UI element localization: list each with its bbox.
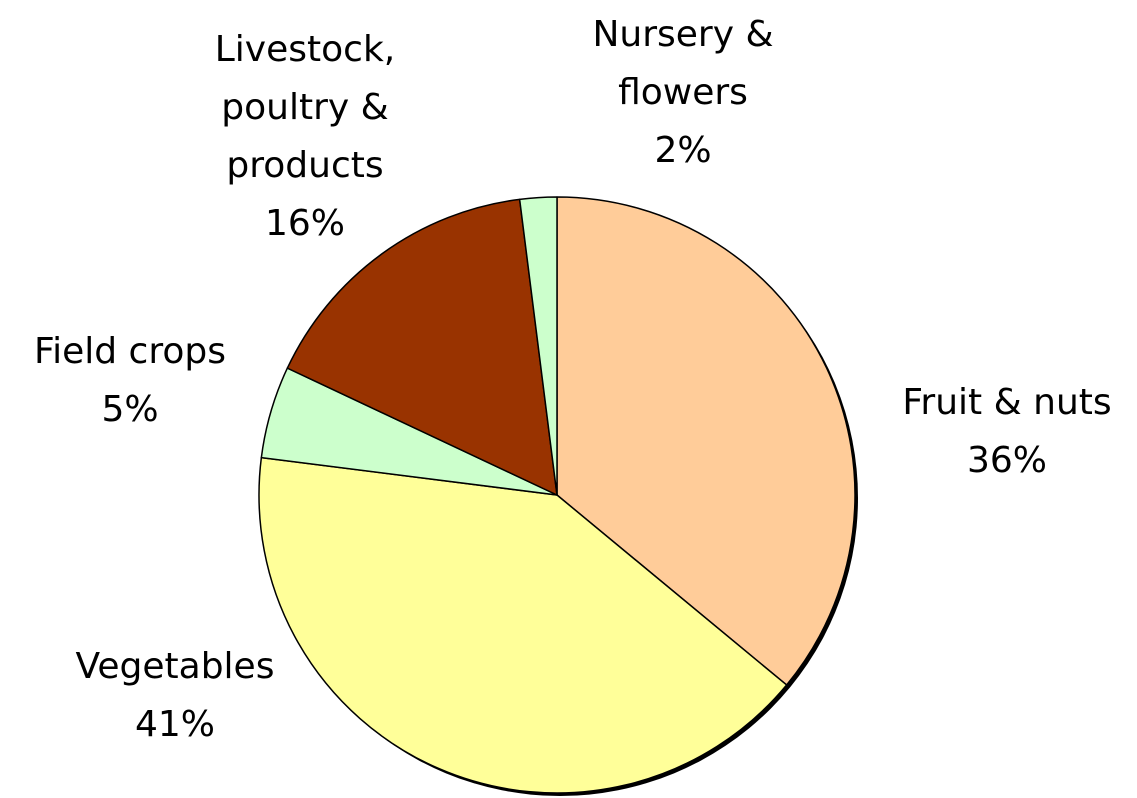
slice-label: Vegetables 41% [45, 638, 305, 754]
pie-slice [286, 198, 558, 496]
category-label: Nursery & flowers [592, 14, 774, 113]
category-label: Fruit & nuts [902, 382, 1112, 423]
pie-slice [556, 196, 856, 686]
slice-label: Nursery & flowers 2% [583, 6, 783, 180]
slice-label: Fruit & nuts 36% [882, 374, 1132, 490]
value-label: 41% [134, 704, 215, 745]
category-label: Vegetables [75, 646, 275, 687]
value-label: 16% [264, 203, 345, 244]
value-label: 5% [101, 389, 159, 430]
category-label: Field crops [34, 331, 226, 372]
value-label: 2% [654, 130, 712, 171]
category-label: Livestock, poultry & products [214, 29, 396, 186]
value-label: 36% [966, 440, 1047, 481]
pie-slice [258, 456, 788, 794]
slice-label: Field crops 5% [0, 323, 260, 439]
pie-slice [518, 196, 558, 496]
slice-label: Livestock, poultry & products 16% [200, 21, 410, 253]
